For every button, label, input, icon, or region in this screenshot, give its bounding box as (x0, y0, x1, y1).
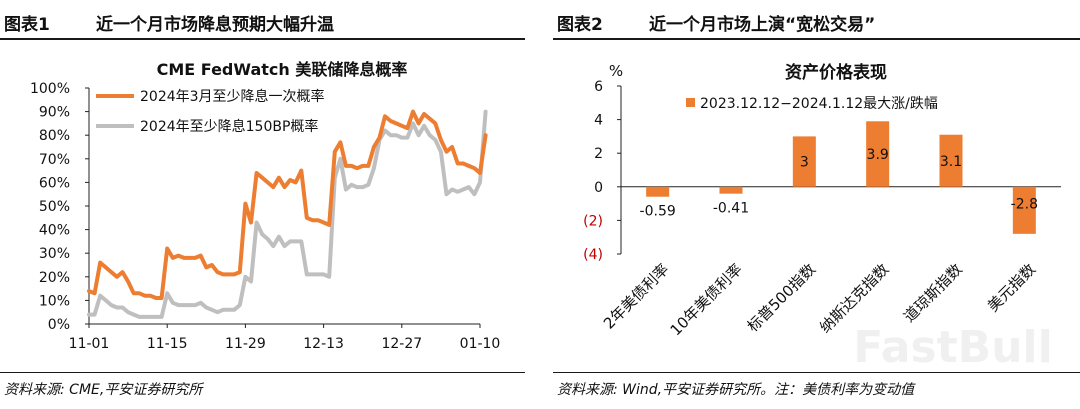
y-tick-label: (4) (583, 247, 603, 263)
series-lines (87, 109, 488, 319)
bar-value-label: -2.8 (1011, 196, 1038, 212)
y-axis-ticks: 0% 10% 20% 30% 40% 50% 60% 70% 80% 90% 100% (30, 81, 89, 333)
category-label: 道琼斯指数 (900, 260, 966, 326)
x-tick-label: 01-10 (460, 336, 501, 352)
panel-1-header: 图表1 近一个月市场降息预期大幅升温 (0, 6, 525, 40)
legend: 2023.12.12−2024.1.12最大涨/跌幅 (686, 96, 938, 112)
series-line-150bp (87, 109, 488, 319)
y-tick-label: 0% (48, 317, 70, 333)
legend-label: 2024年3月至少降息一次概率 (140, 88, 325, 105)
bar (719, 186, 743, 194)
y-tick-label: 4 (594, 113, 603, 129)
y-tick-label: 6 (594, 79, 603, 95)
x-axis-ticks: 11-01 11-15 11-29 12-13 12-27 01-10 (69, 324, 501, 352)
y-axis-unit: % (609, 62, 623, 80)
y-tick-label: 40% (39, 223, 70, 239)
figure-number: 图表2 (557, 15, 603, 35)
legend: 2024年3月至少降息一次概率 2024年至少降息150BP概率 (96, 88, 325, 135)
y-tick-label: 70% (39, 152, 70, 168)
figure-title: 近一个月市场上演“宽松交易” (649, 15, 876, 35)
category-label: 美元指数 (984, 260, 1039, 315)
y-tick-label: (2) (583, 213, 603, 229)
bar-value-label: 3 (800, 155, 809, 171)
bars (646, 121, 1036, 234)
legend-label: 2024年至少降息150BP概率 (140, 118, 318, 135)
y-tick-label: 50% (39, 199, 70, 215)
y-tick-label: 0 (594, 180, 603, 196)
bar (939, 134, 963, 187)
bar-value-label: -0.41 (713, 201, 749, 217)
x-tick-label: 12-13 (303, 336, 344, 352)
asset-performance-bar-chart: % 资产价格表现 2023.12.12−2024.1.12最大涨/跌幅 6 4 2 0… (583, 62, 1061, 372)
panel-2-footer: 资料来源: Wind,平安证券研究所。注：美债利率为变动值 (553, 372, 1080, 398)
panel-2-header: 图表2 近一个月市场上演“宽松交易” (553, 6, 1080, 40)
legend-swatch (686, 98, 695, 107)
source-note: 资料来源: Wind,平安证券研究所。注：美债利率为变动值 (557, 382, 915, 398)
y-tick-label: 20% (39, 270, 70, 286)
chart-title: 资产价格表现 (785, 62, 887, 83)
watermark: FastBull (853, 322, 1052, 372)
x-tick-label: 12-27 (381, 336, 422, 352)
y-tick-label: 60% (39, 175, 70, 191)
y-tick-label: 100% (30, 81, 70, 97)
figure-panel-1: 图表1 近一个月市场降息预期大幅升温 CME FedWatch 美联储降息概率 … (0, 0, 525, 409)
bar (866, 121, 890, 187)
figure-number: 图表1 (4, 15, 50, 35)
y-tick-label: 90% (39, 105, 70, 121)
x-tick-label: 11-01 (69, 336, 110, 352)
bar (792, 136, 816, 187)
bar-value-label: 3.1 (940, 154, 962, 170)
panel-1-footer: 资料来源: CME,平安证券研究所 (0, 372, 525, 398)
category-label: 标普500指数 (744, 260, 819, 335)
series-line-march-cut (87, 109, 488, 300)
legend-label: 2023.12.12−2024.1.12最大涨/跌幅 (700, 96, 938, 112)
figure-title: 近一个月市场降息预期大幅升温 (96, 15, 334, 35)
category-label: 2年美债利率 (600, 260, 673, 333)
bar-value-label: 3.9 (867, 147, 889, 163)
bar (1012, 186, 1036, 234)
figure-panel-2: 图表2 近一个月市场上演“宽松交易” % 资产价格表现 2023.12.12−2… (553, 0, 1080, 409)
bar-value-labels: -0.59 -0.41 3 3.9 3.1 -2.8 (640, 147, 1038, 220)
bar-value-label: -0.59 (640, 204, 676, 220)
y-tick-label: 80% (39, 128, 70, 144)
fedwatch-line-chart: CME FedWatch 美联储降息概率 0% 10% 20% 30% 40% 50% 60… (30, 60, 501, 352)
y-axis-ticks: 6 4 2 0 (2) (4) (583, 79, 621, 263)
source-note: 资料来源: CME,平安证券研究所 (4, 382, 203, 398)
category-label: 10年美债利率 (667, 260, 746, 339)
x-tick-label: 11-15 (147, 336, 188, 352)
axes (620, 86, 1061, 254)
y-tick-label: 10% (39, 293, 70, 309)
x-tick-label: 11-29 (225, 336, 266, 352)
y-tick-label: 2 (594, 146, 603, 162)
chart-title: CME FedWatch 美联储降息概率 (157, 60, 408, 79)
bar (646, 186, 670, 197)
y-tick-label: 30% (39, 246, 70, 262)
